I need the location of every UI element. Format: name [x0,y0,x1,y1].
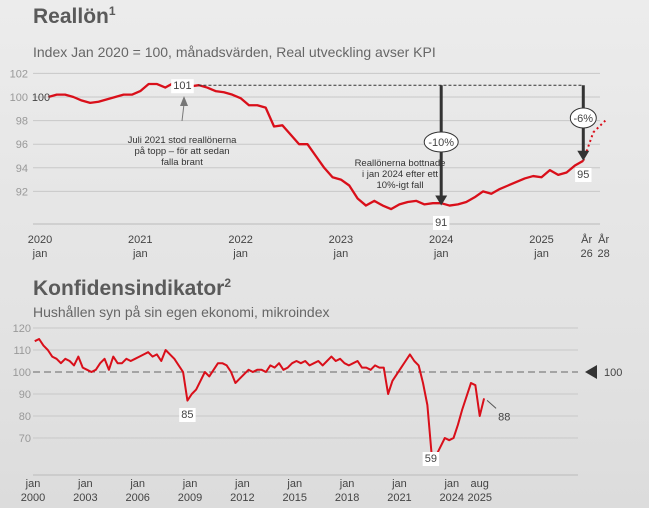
reallon-line [48,81,584,211]
latest-arrow-head [577,150,590,161]
x-tick-label: jan [132,248,148,260]
min-2008-label: 85 [181,409,193,421]
x-tick-label: 2025 [467,492,491,504]
reference-label: 100 [604,367,622,379]
x-tick-label: jan [433,248,449,260]
drop-latest-label: -6% [574,113,594,125]
chart2-title-text: Konfidensindikator [33,277,225,300]
y-tick-label: 80 [19,411,31,423]
latest-label-bg [575,168,592,182]
x-tick-label: 2023 [329,234,353,246]
x-tick-label: 2024 [429,234,453,246]
x-tick-label: 2020 [28,234,52,246]
konfidens-line [34,338,486,457]
peak-note-pointer [181,103,185,122]
x-tick-label: jan [32,248,48,260]
y-tick-label: 96 [16,139,28,151]
chart2-subtitle: Hushållen syn på sin egen ekonomi, mikro… [33,304,330,320]
x-tick-label: 2021 [387,492,411,504]
x-tick-label: År [581,233,592,246]
x-tick-label: 2025 [529,234,553,246]
y-tick-label: 90 [19,389,31,401]
chart2-title-footnote: 2 [224,276,232,290]
x-tick-label: jan [443,478,459,490]
x-tick-label: 2018 [335,492,359,504]
peak-label-bg [171,79,194,94]
y-tick-label: 94 [16,163,28,175]
drop-trough-badge [423,131,459,153]
y-tick-label: 100 [10,92,28,104]
peak-note: på topp – för att sedan [134,146,229,157]
trough-note: Reallönerna bottnade [355,158,446,169]
x-tick-label: jan [533,248,549,260]
x-tick-label: jan [339,478,355,490]
x-tick-label: jan [333,248,349,260]
x-tick-label: 2022 [228,234,252,246]
x-tick-label: 28 [598,248,610,260]
chart1-title: Reallön1 [33,4,116,29]
latest-label: 95 [577,169,589,181]
x-tick-label: aug [471,478,489,490]
trough-note: i jan 2024 efter ett [362,169,438,180]
x-tick-label: 2006 [125,492,149,504]
x-tick-label: jan [129,478,145,490]
latest-pointer [486,400,497,409]
x-tick-label: jan [391,478,407,490]
y-tick-label: 100 [13,367,31,379]
x-tick-label: 2000 [21,492,45,504]
y-tick-label: 92 [16,186,28,198]
peak-note-pointer-head [180,96,188,106]
peak-note: Juli 2021 stod reallönerna [128,135,238,146]
min-2022-label: 59 [425,453,437,465]
min-2022-label-bg [422,452,440,466]
x-tick-label: År [598,233,609,246]
x-tick-label: 2024 [440,492,464,504]
chart1-subtitle: Index Jan 2020 = 100, månadsvärden, Real… [33,44,436,60]
x-tick-label: jan [234,478,250,490]
y-tick-label: 110 [13,345,31,357]
y-tick-label: 70 [19,433,31,445]
x-tick-label: jan [232,248,248,260]
x-tick-label: 2012 [230,492,254,504]
y-tick-label: 120 [13,323,31,335]
latest-label: 88 [498,411,510,423]
x-tick-label: 2009 [178,492,202,504]
drop-latest-badge [569,107,597,129]
x-tick-label: 2021 [128,234,152,246]
peak-label: 101 [173,80,191,92]
y-tick-label: 98 [16,116,28,128]
trough-label: 91 [435,217,447,229]
peak-note: falla brant [161,157,203,168]
x-tick-label: 26 [581,248,593,260]
x-tick-label: jan [286,478,302,490]
x-tick-label: 2003 [73,492,97,504]
x-tick-label: jan [25,478,41,490]
chart1-title-footnote: 1 [108,4,116,18]
min-2008-label-bg [179,408,196,422]
reference-marker-icon [585,365,597,379]
y-tick-label: 102 [10,68,28,80]
drop-trough-label: -10% [428,137,454,149]
chart1-title-text: Reallön [33,5,109,28]
trough-arrow-head [435,195,448,206]
chart2-title: Konfidensindikator2 [33,276,231,301]
trough-label-bg [433,216,450,230]
start-label: 100 [32,92,50,104]
x-tick-label: jan [182,478,198,490]
x-tick-label: 2015 [283,492,307,504]
trough-note: 10%-igt fall [377,180,424,191]
x-tick-label: jan [77,478,93,490]
